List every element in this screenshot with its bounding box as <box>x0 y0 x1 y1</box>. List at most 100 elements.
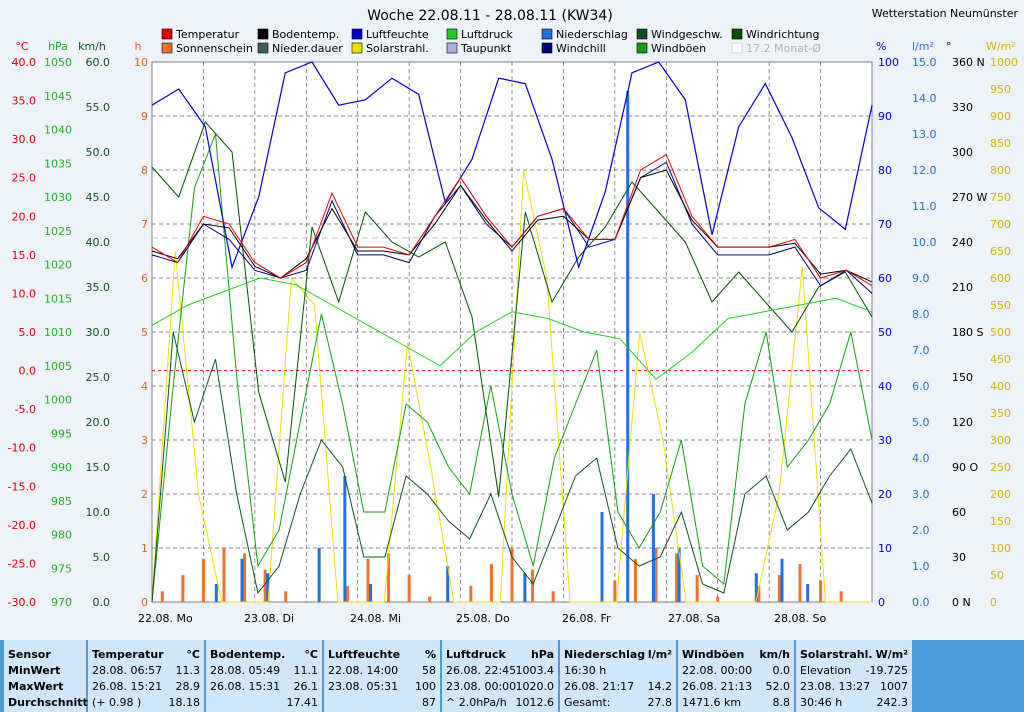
stat-avg-value: 18.18 <box>168 696 201 709</box>
wind-speed-line <box>151 331 873 603</box>
stat-min-value: 1003.4 <box>515 664 555 677</box>
stat-max-label: 26.08. 15:31 <box>210 680 281 693</box>
axis-tick-humidity: 0 <box>878 596 885 609</box>
axis-tick-rain: 14.0 <box>912 92 937 105</box>
legend-label: Luftdruck <box>461 28 513 41</box>
x-tick-label: 28.08. So <box>774 612 826 625</box>
axis-tick-rain: 0.0 <box>912 596 930 609</box>
station-name: Wetterstation Neumünster <box>872 7 1019 20</box>
axis-unit-wind: km/h <box>78 40 106 53</box>
sunshine-bar <box>181 575 185 602</box>
axis-tick-solar: 50 <box>990 569 1004 582</box>
sunshine-bar <box>345 585 349 602</box>
axis-tick-humidity: 30 <box>878 434 892 447</box>
axis-tick-solar: 400 <box>990 380 1011 393</box>
legend-swatch <box>446 28 458 40</box>
stat-avg-value: 242.3 <box>876 696 909 709</box>
legend-label: Niederschlag <box>556 28 628 41</box>
axis-tick-rain: 6.0 <box>912 380 930 393</box>
legend-label: Taupunkt <box>460 42 512 55</box>
wind-direction-line <box>151 121 873 498</box>
legend-swatch <box>541 28 553 40</box>
axis-tick-temp: -25.0 <box>8 557 36 570</box>
legend-swatch <box>351 42 363 54</box>
sunshine-bar <box>839 591 843 602</box>
stats-column-niederschlag: Niederschlag l/m² 16:30 h 26.08. 21:17 14.2 G… <box>560 640 676 712</box>
axis-tick-wind: 0.0 <box>93 596 111 609</box>
sunshine-bar <box>531 569 535 602</box>
stat-max-label: 23.08. 05:31 <box>328 680 399 693</box>
axis-tick-temp: 25.0 <box>12 172 37 185</box>
wind-gust-line <box>151 133 873 603</box>
legend-swatch <box>446 42 458 54</box>
axis-tick-temp: -20.0 <box>8 519 36 532</box>
axis-tick-humidity: 50 <box>878 326 892 339</box>
row-label-sensor: Sensor <box>8 648 51 661</box>
x-tick-label: 26.08. Fr <box>562 612 611 625</box>
axis-tick-winddir: 120 <box>952 416 973 429</box>
axis-tick-winddir: 150 <box>952 371 973 384</box>
axis-tick-solar: 1000 <box>990 56 1018 69</box>
axis-tick-solar: 600 <box>990 272 1011 285</box>
stat-max-label: 23.08. 13:27 <box>800 680 871 693</box>
axis-tick-winddir: 60 <box>952 506 966 519</box>
sunshine-bar <box>819 580 823 602</box>
rain-bar <box>651 494 655 602</box>
axis-tick-solar: 300 <box>990 434 1011 447</box>
sunshine-bar <box>469 585 473 602</box>
axis-tick-hours: 8 <box>141 164 148 177</box>
stat-min-value: 0.0 <box>772 664 791 677</box>
legend-label: Solarstrahl. <box>366 42 429 55</box>
legend-label: Temperatur <box>175 28 240 41</box>
x-tick-label: 25.08. Do <box>456 612 510 625</box>
stat-min-label: 22.08. 00:00 <box>682 664 753 677</box>
axis-tick-temp: 20.0 <box>12 210 37 223</box>
axis-unit-humidity: % <box>876 40 886 53</box>
sunshine-bar <box>613 580 617 602</box>
axis-tick-solar: 700 <box>990 218 1011 231</box>
axis-tick-wind: 50.0 <box>86 146 111 159</box>
rain-bar <box>677 548 681 602</box>
column-header: Bodentemp. <box>210 648 286 661</box>
legend-swatch <box>257 42 269 54</box>
x-tick-label: 22.08. Mo <box>138 612 193 625</box>
sunshine-bar <box>654 548 658 602</box>
axis-tick-solar: 950 <box>990 83 1011 96</box>
axis-unit-temp: °C <box>15 40 29 53</box>
axis-tick-pressure: 1005 <box>44 360 72 373</box>
stat-max-value: 28.9 <box>175 680 201 693</box>
legend-swatch <box>636 28 648 40</box>
stats-column-bodentemp: Bodentemp. °C 28.08. 05:49 11.1 26.08. 15:31… <box>206 640 322 712</box>
stat-max-value: 26.1 <box>293 680 319 693</box>
axis-tick-rain: 3.0 <box>912 488 930 501</box>
rain-bar <box>600 512 604 602</box>
stat-avg-value: 87 <box>422 696 436 709</box>
axis-tick-rain: 12.0 <box>912 164 937 177</box>
axis-tick-solar: 200 <box>990 488 1011 501</box>
row-label-max: MaxWert <box>8 680 64 693</box>
axis-tick-wind: 10.0 <box>86 506 111 519</box>
column-unit: % <box>424 648 436 661</box>
sunshine-bar <box>407 575 411 602</box>
axis-tick-solar: 350 <box>990 407 1011 420</box>
column-header: Temperatur <box>92 648 164 661</box>
rain-bar <box>266 573 270 602</box>
axis-tick-temp: 30.0 <box>12 133 37 146</box>
axis-tick-rain: 5.0 <box>912 416 930 429</box>
stat-min-label: 28.08. 05:49 <box>210 664 281 677</box>
axis-tick-pressure: 980 <box>51 529 72 542</box>
axis-tick-humidity: 90 <box>878 110 892 123</box>
row-label-min: MinWert <box>8 664 61 677</box>
axis-tick-pressure: 995 <box>51 427 72 440</box>
legend-label: Nieder.dauer <box>272 42 343 55</box>
axis-tick-hours: 1 <box>141 542 148 555</box>
axis-tick-wind: 60.0 <box>86 56 111 69</box>
axis-tick-temp: 15.0 <box>12 249 37 262</box>
sunshine-bar <box>263 569 267 602</box>
axis-tick-hours: 0 <box>141 596 148 609</box>
axis-tick-humidity: 40 <box>878 380 892 393</box>
column-header: Luftdruck <box>446 648 506 661</box>
sunshine-bar <box>695 575 699 602</box>
legend-swatch <box>731 28 743 40</box>
sunshine-bar <box>243 553 247 602</box>
